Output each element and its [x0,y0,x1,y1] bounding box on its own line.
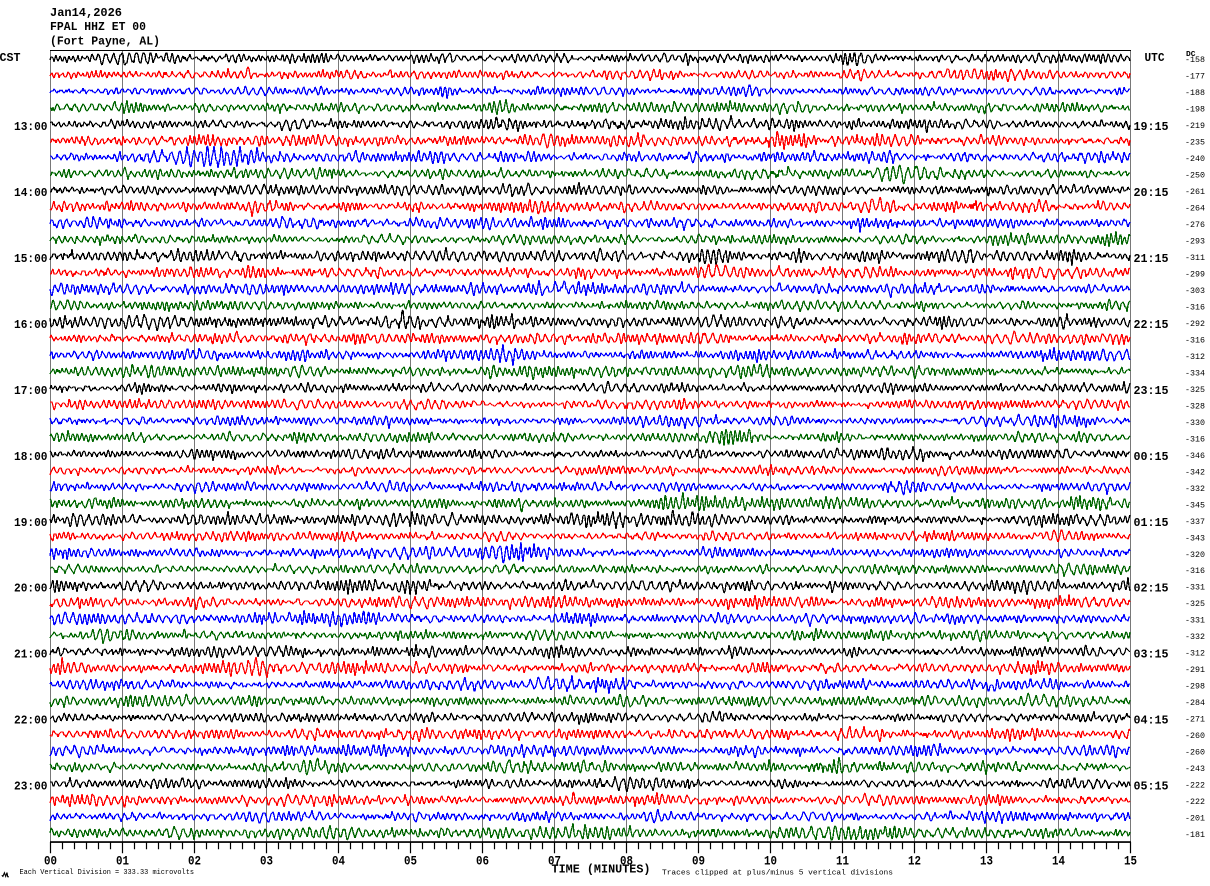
svg-text:-243: -243 [1185,764,1205,774]
svg-text:20:15: 20:15 [1134,186,1169,200]
svg-text:19:00: 19:00 [14,516,48,530]
svg-text:-325: -325 [1185,385,1205,395]
svg-text:19:15: 19:15 [1134,120,1169,134]
svg-text:10: 10 [764,854,777,868]
svg-text:-328: -328 [1185,401,1205,411]
svg-text:-284: -284 [1185,698,1205,708]
svg-text:-312: -312 [1185,649,1205,659]
svg-text:TIME (MINUTES): TIME (MINUTES) [552,862,651,876]
svg-text:18:00: 18:00 [14,450,48,464]
svg-text:-235: -235 [1185,138,1205,148]
svg-text:00:15: 00:15 [1134,450,1169,464]
svg-text:04:15: 04:15 [1134,714,1169,728]
svg-text:14:00: 14:00 [14,186,48,200]
svg-text:-240: -240 [1185,154,1205,164]
svg-text:02:15: 02:15 [1134,582,1169,596]
svg-text:-271: -271 [1185,715,1205,725]
svg-text:-291: -291 [1185,665,1205,675]
svg-text:-316: -316 [1185,302,1205,312]
svg-text:-276: -276 [1185,220,1205,230]
svg-text:17:00: 17:00 [14,384,48,398]
svg-text:22:00: 22:00 [14,714,48,728]
svg-text:00: 00 [44,854,57,868]
svg-text:01: 01 [116,854,129,868]
svg-text:-158: -158 [1185,55,1205,65]
svg-text:Traces clipped at plus/minus 5: Traces clipped at plus/minus 5 vertical … [662,870,893,878]
svg-text:05:15: 05:15 [1134,780,1169,794]
svg-text:-325: -325 [1185,599,1205,609]
svg-text:11: 11 [836,854,849,868]
svg-text:21:00: 21:00 [14,648,48,662]
svg-text:13: 13 [980,854,993,868]
svg-text:(Fort Payne, AL): (Fort Payne, AL) [50,34,160,48]
svg-text:15:00: 15:00 [14,252,48,266]
svg-text:12: 12 [908,854,921,868]
svg-text:-342: -342 [1185,467,1205,477]
svg-text:-222: -222 [1185,797,1205,807]
svg-text:-188: -188 [1185,88,1205,98]
svg-text:FPAL HHZ ET 00: FPAL HHZ ET 00 [50,20,146,34]
svg-text:04: 04 [332,854,345,868]
svg-text:-260: -260 [1185,731,1205,741]
svg-text:-316: -316 [1185,335,1205,345]
svg-text:03:15: 03:15 [1134,648,1169,662]
svg-text:-299: -299 [1185,270,1205,280]
svg-text:15: 15 [1124,854,1137,868]
svg-text:-332: -332 [1185,632,1205,642]
svg-text:-331: -331 [1185,616,1205,626]
svg-text:-346: -346 [1185,451,1205,461]
svg-text:20:00: 20:00 [14,582,48,596]
svg-text:-330: -330 [1185,418,1205,428]
svg-text:-311: -311 [1185,253,1205,263]
svg-text:-343: -343 [1185,533,1205,543]
svg-text:-316: -316 [1185,434,1205,444]
svg-text:-293: -293 [1185,237,1205,247]
svg-text:08: 08 [620,854,633,868]
svg-text:-261: -261 [1185,187,1205,197]
svg-text:22:15: 22:15 [1134,318,1169,332]
svg-text:-331: -331 [1185,583,1205,593]
svg-text:-298: -298 [1185,682,1205,692]
svg-text:-303: -303 [1185,286,1205,296]
svg-text:13:00: 13:00 [14,120,48,134]
svg-text:-181: -181 [1185,830,1205,840]
svg-text:-332: -332 [1185,484,1205,494]
svg-text:16:00: 16:00 [14,318,48,332]
svg-text:03: 03 [260,854,273,868]
svg-text:01:15: 01:15 [1134,516,1169,530]
svg-text:23:00: 23:00 [14,780,48,794]
svg-text:07: 07 [548,854,561,868]
svg-text:UTC: UTC [1145,51,1165,65]
svg-text:-177: -177 [1185,72,1205,82]
svg-text:-312: -312 [1185,352,1205,362]
svg-text:06: 06 [476,854,489,868]
svg-text:23:15: 23:15 [1134,384,1169,398]
svg-text:-198: -198 [1185,105,1205,115]
svg-text:-222: -222 [1185,781,1205,791]
svg-text:Each Vertical Division = 333.: Each Vertical Division = 333.33 microvol… [20,869,195,877]
svg-text:-345: -345 [1185,500,1205,510]
svg-text:DC: DC [1186,51,1196,59]
svg-text:-219: -219 [1185,121,1205,131]
svg-text:-201: -201 [1185,814,1205,824]
svg-text:-260: -260 [1185,748,1205,758]
svg-text:02: 02 [188,854,201,868]
svg-text:-334: -334 [1185,368,1205,378]
svg-text:Jan14,2026: Jan14,2026 [50,6,122,20]
svg-text:05: 05 [404,854,417,868]
svg-text:-337: -337 [1185,517,1205,527]
svg-text:09: 09 [692,854,705,868]
svg-text:-316: -316 [1185,566,1205,576]
svg-text:-320: -320 [1185,550,1205,560]
svg-text:-250: -250 [1185,171,1205,181]
svg-text:-292: -292 [1185,319,1205,329]
svg-text:14: 14 [1052,854,1065,868]
svg-text:CST: CST [0,51,21,65]
svg-text:21:15: 21:15 [1134,252,1169,266]
svg-text:-264: -264 [1185,204,1205,214]
